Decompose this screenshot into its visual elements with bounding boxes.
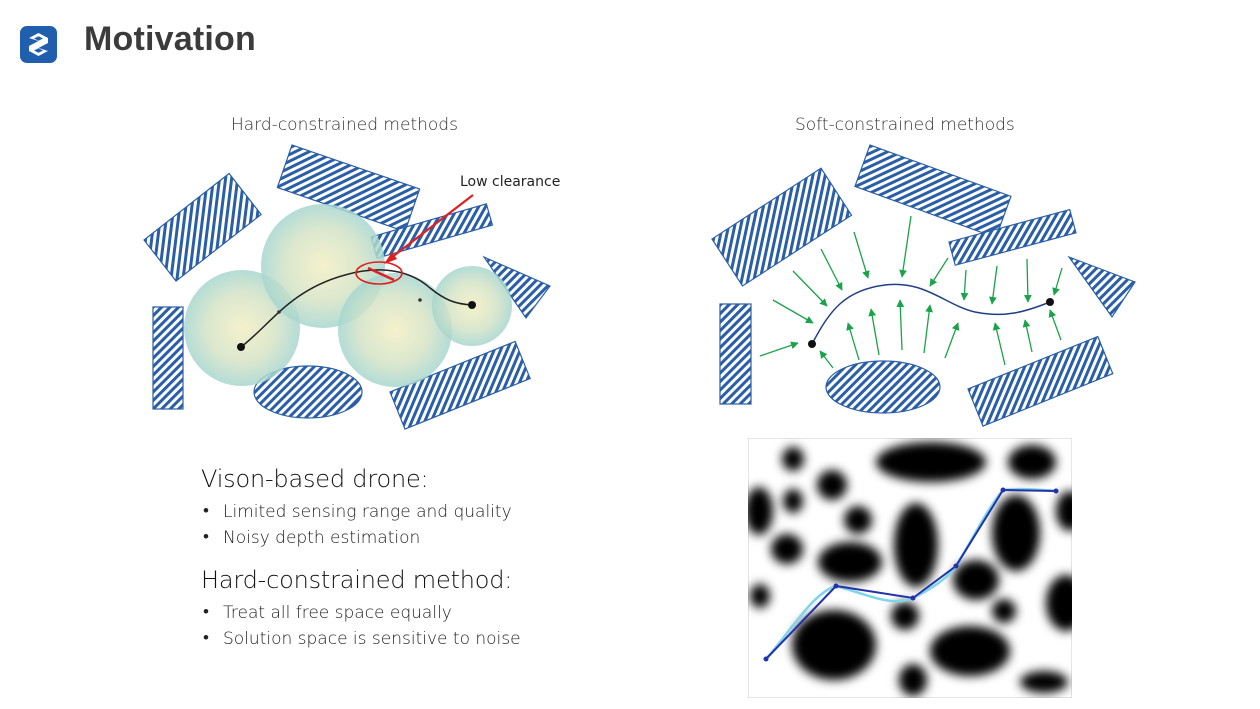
list-item: Noisy depth estimation	[201, 524, 512, 551]
hard-method-block: Hard-constrained method: Treat all free …	[201, 566, 521, 652]
trajectory-waypoint	[418, 298, 422, 302]
trajectory-path	[811, 283, 1051, 345]
obstacle-rect	[948, 208, 1077, 266]
list-item: Treat all free space equally	[201, 599, 521, 626]
obstacle-rect	[152, 306, 184, 410]
obstacle-rect	[719, 303, 752, 405]
vision-drone-block: Vison-based drone: Limited sensing range…	[201, 465, 512, 551]
soft-constrained-diagram	[711, 144, 1136, 427]
hard-method-bullets: Treat all free space equally Solution sp…	[201, 599, 521, 652]
list-item: Solution space is sensitive to noise	[201, 625, 521, 652]
distance-map-figure	[748, 438, 1072, 698]
trajectory-waypoint	[277, 310, 281, 314]
gradient-arrows	[759, 215, 1063, 369]
vision-drone-bullets: Limited sensing range and quality Noisy …	[201, 498, 512, 551]
obstacle-rect	[967, 335, 1114, 427]
soft-constrained-title: Soft-constrained methods	[795, 115, 1015, 135]
path-waypoints	[763, 487, 1059, 662]
obstacle-rect	[143, 172, 262, 282]
obstacle-ellipse	[825, 360, 941, 414]
hard-method-heading: Hard-constrained method:	[201, 566, 513, 594]
obstacle-rect	[854, 144, 1012, 239]
hard-constrained-diagram: Low clearance	[143, 144, 560, 430]
obstacle-blobs	[748, 442, 1072, 696]
obstacle-rect	[711, 167, 853, 287]
low-clearance-arrowhead	[384, 252, 397, 264]
obstacle-ellipse	[253, 365, 363, 419]
goal-point	[1046, 298, 1054, 306]
obstacle-rect	[389, 340, 531, 430]
safe-corridor-sphere	[338, 273, 452, 387]
start-point	[808, 340, 816, 348]
slide-logo-icon	[20, 26, 57, 63]
obstacle-triangle	[1067, 255, 1136, 319]
low-clearance-highlight	[355, 261, 403, 285]
low-clearance-label: Low clearance	[460, 174, 560, 190]
page-title: Motivation	[84, 20, 256, 58]
start-point	[237, 343, 245, 351]
initial-path	[765, 488, 1057, 660]
list-item: Limited sensing range and quality	[201, 498, 512, 525]
goal-point	[468, 301, 476, 309]
low-clearance-mark	[367, 266, 395, 282]
hard-constrained-title: Hard-constrained methods	[231, 115, 458, 135]
vision-drone-heading: Vison-based drone:	[201, 465, 429, 493]
low-clearance-arrow	[386, 194, 474, 262]
